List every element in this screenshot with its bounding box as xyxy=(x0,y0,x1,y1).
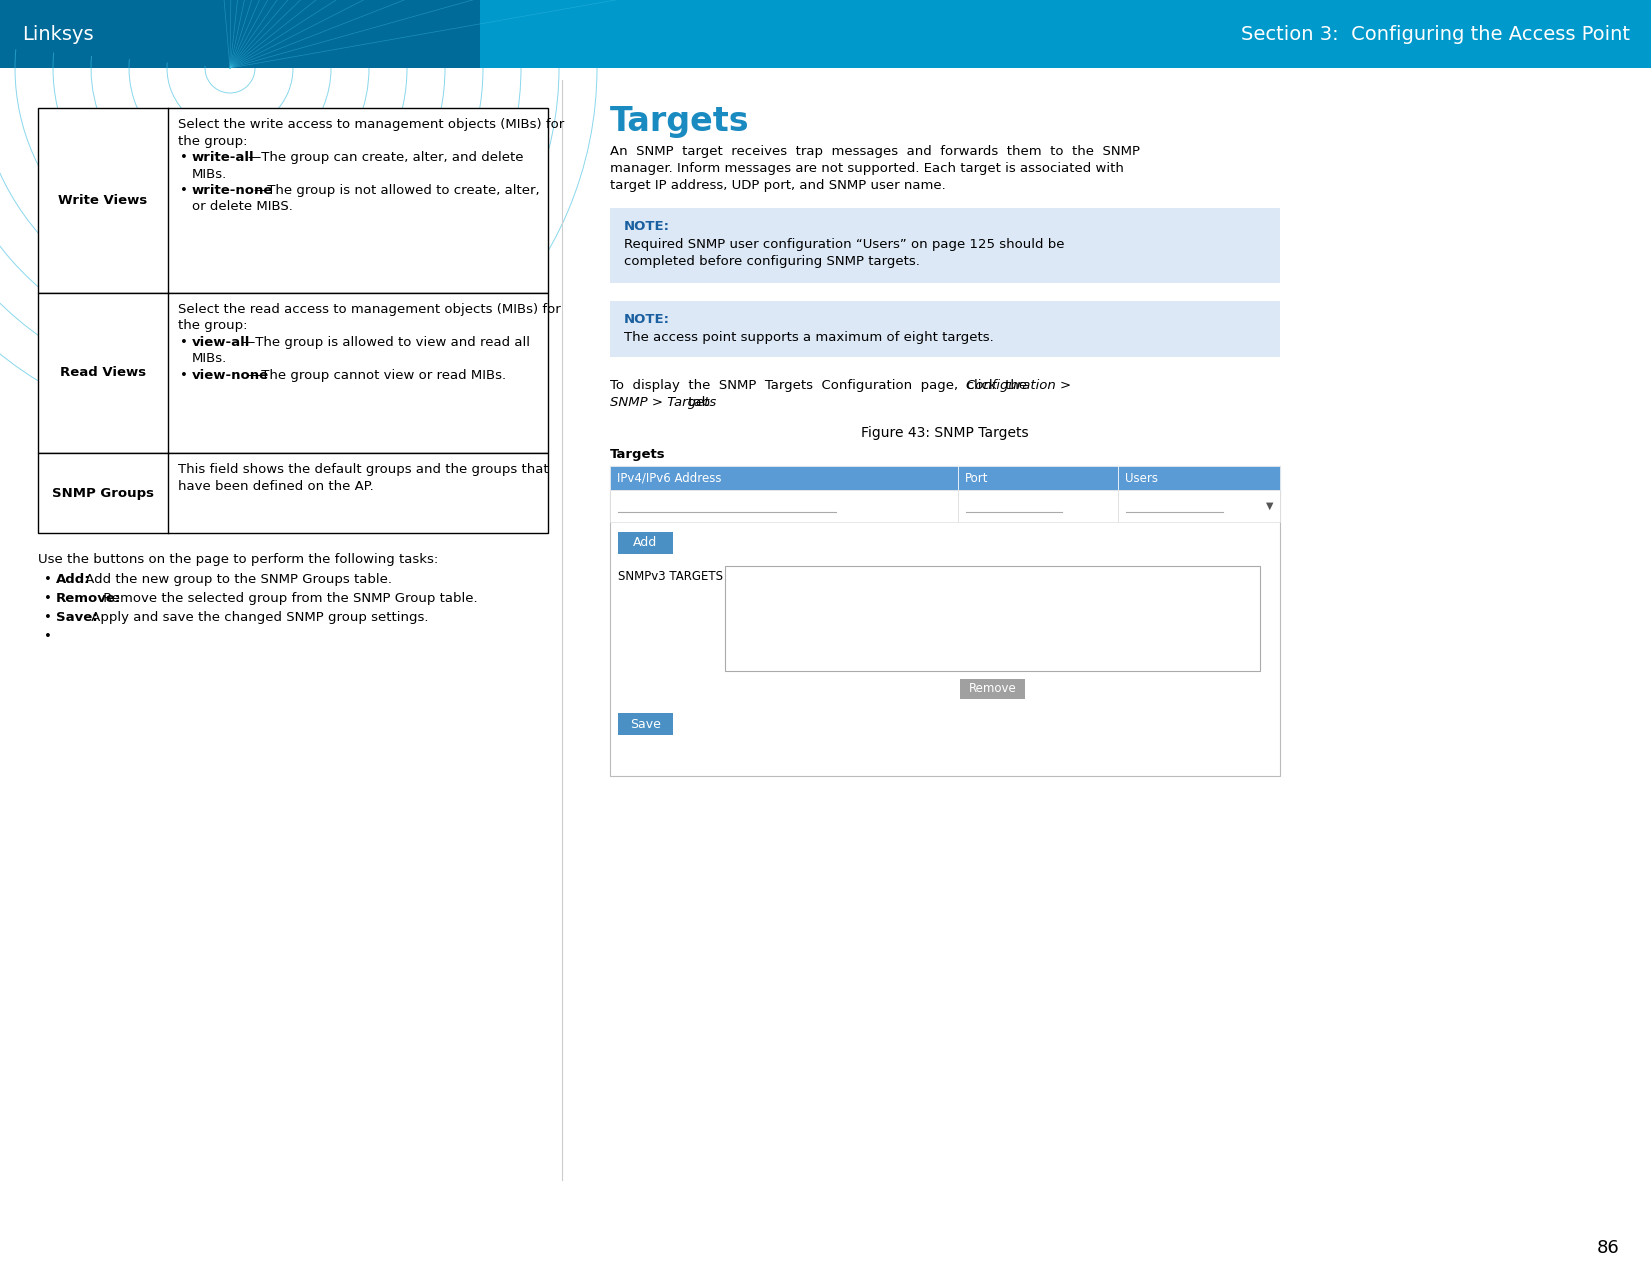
Text: SNMP Groups: SNMP Groups xyxy=(51,487,154,500)
Bar xyxy=(958,490,1118,521)
Text: Write Views: Write Views xyxy=(58,194,147,207)
Text: MIBs.: MIBs. xyxy=(192,352,228,366)
Text: —The group cannot view or read MIBs.: —The group cannot view or read MIBs. xyxy=(248,368,505,382)
Bar xyxy=(38,108,548,293)
Bar xyxy=(1118,465,1280,490)
Bar xyxy=(0,0,1651,68)
Text: Targets: Targets xyxy=(609,448,665,462)
Text: •: • xyxy=(45,611,51,623)
Text: completed before configuring SNMP targets.: completed before configuring SNMP target… xyxy=(624,255,920,268)
Text: have been defined on the AP.: have been defined on the AP. xyxy=(178,479,373,492)
Text: An  SNMP  target  receives  trap  messages  and  forwards  them  to  the  SNMP: An SNMP target receives trap messages an… xyxy=(609,145,1139,158)
Bar xyxy=(725,566,1260,671)
Bar xyxy=(958,465,1118,490)
Text: SNMPv3 TARGETS: SNMPv3 TARGETS xyxy=(617,570,723,583)
Text: or delete MIBS.: or delete MIBS. xyxy=(192,200,292,213)
Text: •: • xyxy=(180,368,188,382)
Text: Remove: Remove xyxy=(969,682,1017,695)
Text: Select the read access to management objects (MIBs) for: Select the read access to management obj… xyxy=(178,303,561,316)
Text: the group:: the group: xyxy=(178,320,248,333)
Text: •: • xyxy=(45,572,51,586)
Text: Read Views: Read Views xyxy=(59,366,145,380)
Text: 86: 86 xyxy=(1597,1239,1620,1257)
Text: view-all: view-all xyxy=(192,337,251,349)
Text: Users: Users xyxy=(1124,472,1157,484)
Text: Save:: Save: xyxy=(56,611,97,623)
Text: —The group is allowed to view and read all: —The group is allowed to view and read a… xyxy=(241,337,530,349)
Text: write-none: write-none xyxy=(192,184,274,198)
Bar xyxy=(1118,490,1280,521)
Text: manager. Inform messages are not supported. Each target is associated with: manager. Inform messages are not support… xyxy=(609,162,1124,175)
Text: Apply and save the changed SNMP group settings.: Apply and save the changed SNMP group se… xyxy=(88,611,429,623)
Text: target IP address, UDP port, and SNMP user name.: target IP address, UDP port, and SNMP us… xyxy=(609,179,946,193)
Text: Linksys: Linksys xyxy=(21,24,94,43)
Text: —The group can create, alter, and delete: —The group can create, alter, and delete xyxy=(248,150,523,164)
Text: Figure 43: SNMP Targets: Figure 43: SNMP Targets xyxy=(862,426,1029,440)
Bar xyxy=(609,490,958,521)
Text: Use the buttons on the page to perform the following tasks:: Use the buttons on the page to perform t… xyxy=(38,553,438,566)
Text: Remove:: Remove: xyxy=(56,592,121,606)
Text: —The group is not allowed to create, alter,: —The group is not allowed to create, alt… xyxy=(254,184,540,198)
Text: ▼: ▼ xyxy=(1266,501,1273,511)
Text: Remove the selected group from the SNMP Group table.: Remove the selected group from the SNMP … xyxy=(99,592,479,606)
Text: NOTE:: NOTE: xyxy=(624,221,670,233)
Text: Save: Save xyxy=(631,718,660,731)
Text: the group:: the group: xyxy=(178,134,248,148)
Text: tab.: tab. xyxy=(685,397,715,409)
Text: Add the new group to the SNMP Groups table.: Add the new group to the SNMP Groups tab… xyxy=(81,572,391,586)
Bar xyxy=(0,0,480,68)
Text: Section 3:  Configuring the Access Point: Section 3: Configuring the Access Point xyxy=(1242,24,1630,43)
Bar xyxy=(609,465,958,490)
Bar xyxy=(609,465,1280,776)
Text: •: • xyxy=(180,184,188,198)
Text: Add: Add xyxy=(634,537,657,550)
Text: •: • xyxy=(45,592,51,606)
Text: view-none: view-none xyxy=(192,368,269,382)
Text: NOTE:: NOTE: xyxy=(624,312,670,326)
Bar xyxy=(609,301,1280,357)
Bar xyxy=(38,293,548,453)
Bar xyxy=(959,680,1025,699)
Bar xyxy=(609,208,1280,283)
Text: Targets: Targets xyxy=(609,105,750,138)
Text: Add:: Add: xyxy=(56,572,91,586)
Text: The access point supports a maximum of eight targets.: The access point supports a maximum of e… xyxy=(624,332,994,344)
Text: This field shows the default groups and the groups that: This field shows the default groups and … xyxy=(178,463,548,476)
Text: •: • xyxy=(45,630,51,643)
Text: MIBs.: MIBs. xyxy=(192,167,228,181)
Text: Configuration >: Configuration > xyxy=(966,379,1071,391)
Text: write-all: write-all xyxy=(192,150,254,164)
Text: To  display  the  SNMP  Targets  Configuration  page,  click  the: To display the SNMP Targets Configuratio… xyxy=(609,379,1035,391)
Text: SNMP > Targets: SNMP > Targets xyxy=(609,397,717,409)
Text: •: • xyxy=(180,150,188,164)
Bar xyxy=(617,532,674,555)
Bar xyxy=(617,713,674,734)
Text: Port: Port xyxy=(964,472,989,484)
Text: IPv4/IPv6 Address: IPv4/IPv6 Address xyxy=(617,472,721,484)
Text: •: • xyxy=(180,337,188,349)
Text: Required SNMP user configuration “Users” on page 125 should be: Required SNMP user configuration “Users”… xyxy=(624,238,1065,251)
Text: Select the write access to management objects (MIBs) for: Select the write access to management ob… xyxy=(178,119,565,131)
Bar xyxy=(38,453,548,533)
